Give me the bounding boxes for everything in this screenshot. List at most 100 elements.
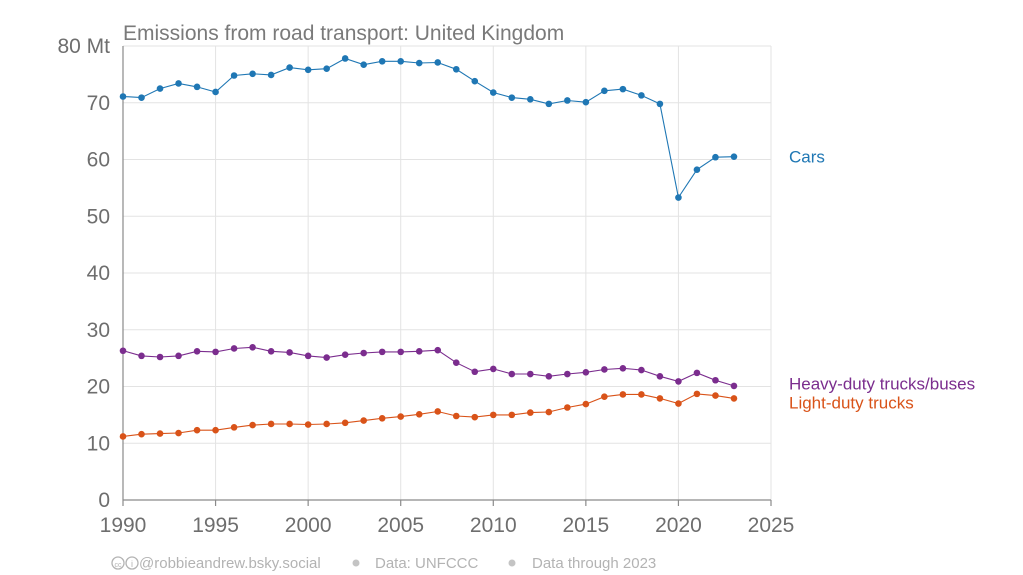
- data-point: [267, 71, 275, 79]
- data-point: [582, 98, 590, 106]
- data-point: [249, 344, 256, 351]
- series: [119, 55, 738, 440]
- data-point: [286, 349, 293, 356]
- data-point: [675, 378, 682, 385]
- series-label: Light-duty trucks: [789, 393, 914, 412]
- footer-separator-dot: [508, 559, 516, 567]
- y-tick-label: 60: [87, 149, 110, 172]
- data-point: [434, 346, 442, 354]
- data-point: [360, 61, 367, 69]
- data-point: [601, 366, 608, 373]
- data-point: [230, 424, 238, 431]
- data-point: [175, 352, 182, 360]
- x-tick-label: 2025: [748, 514, 795, 537]
- series-2: [119, 390, 738, 440]
- data-point: [508, 411, 516, 419]
- data-point: [638, 92, 645, 99]
- series-label: Heavy-duty trucks/buses: [789, 375, 975, 394]
- data-point: [452, 65, 460, 73]
- data-point: [675, 194, 682, 201]
- data-point: [286, 64, 293, 71]
- data-point: [638, 366, 645, 374]
- footer: cc i @robbieandrew.bsky.social Data: UNF…: [111, 555, 656, 572]
- data-point: [712, 153, 719, 161]
- data-point: [267, 348, 275, 355]
- data-point: [619, 391, 627, 398]
- data-point: [304, 352, 312, 360]
- y-tick-label: 80 Mt: [57, 35, 110, 58]
- data-point: [323, 65, 330, 72]
- data-point: [175, 80, 182, 87]
- data-point: [397, 348, 405, 356]
- data-point: [471, 368, 479, 376]
- data-point: [527, 96, 534, 103]
- data-point: [378, 414, 386, 422]
- footer-source: Data: UNFCCC: [375, 555, 479, 572]
- series-1: [119, 344, 738, 390]
- data-point: [601, 87, 608, 95]
- series-0: [119, 55, 738, 201]
- data-point: [341, 55, 349, 62]
- data-point: [175, 429, 182, 437]
- data-point: [434, 59, 442, 66]
- data-point: [693, 369, 701, 377]
- data-point: [212, 348, 219, 356]
- data-point: [341, 419, 349, 427]
- data-point: [564, 404, 571, 411]
- data-point: [545, 408, 553, 416]
- data-point: [156, 430, 164, 437]
- data-point: [434, 408, 442, 415]
- data-point: [508, 94, 516, 101]
- series-line: [122, 393, 735, 437]
- data-point: [619, 365, 627, 372]
- axes: 0 10 20 30 40 50 60 70 80 Mt 1990 1995 2000 2005 2010…: [57, 35, 794, 537]
- svg-text:i: i: [131, 559, 133, 569]
- data-point: [119, 93, 127, 100]
- data-point: [582, 369, 590, 376]
- y-tick-label: 70: [87, 92, 110, 115]
- y-tick-label: 0: [98, 489, 110, 512]
- data-point: [212, 88, 219, 96]
- chart-title: Emissions from road transport: United Ki…: [123, 22, 564, 45]
- data-point: [545, 100, 553, 108]
- data-point: [156, 353, 164, 361]
- data-point: [675, 400, 682, 407]
- data-point: [564, 97, 571, 104]
- data-point: [545, 372, 553, 380]
- data-point: [138, 352, 145, 360]
- x-tick-label: 2010: [470, 514, 517, 537]
- data-point: [138, 94, 145, 101]
- data-point: [119, 433, 127, 440]
- y-tick-label: 20: [87, 376, 110, 399]
- data-point: [360, 349, 367, 357]
- data-point: [452, 412, 460, 420]
- x-tick-label: 2000: [285, 514, 332, 537]
- data-point: [397, 58, 405, 65]
- data-point: [471, 77, 479, 85]
- y-tick-label: 10: [87, 432, 110, 455]
- series-line: [122, 346, 735, 387]
- data-point: [693, 390, 701, 398]
- data-point: [249, 421, 256, 429]
- data-point: [489, 411, 497, 419]
- footer-separator-dot: [352, 559, 360, 567]
- data-point: [619, 85, 627, 93]
- data-point: [730, 382, 738, 390]
- data-point: [230, 345, 238, 352]
- x-tick-label: 2005: [377, 514, 424, 537]
- data-point: [712, 392, 719, 399]
- data-point: [582, 400, 590, 408]
- data-point: [304, 66, 312, 74]
- data-point: [212, 426, 219, 434]
- x-tick-label: 1995: [192, 514, 239, 537]
- data-point: [730, 153, 738, 160]
- data-point: [249, 70, 256, 78]
- data-point: [415, 348, 423, 355]
- data-point: [415, 59, 423, 67]
- y-tick-label: 30: [87, 319, 110, 342]
- data-point: [341, 351, 349, 359]
- data-point: [267, 420, 275, 428]
- y-tick-label: 40: [87, 262, 110, 285]
